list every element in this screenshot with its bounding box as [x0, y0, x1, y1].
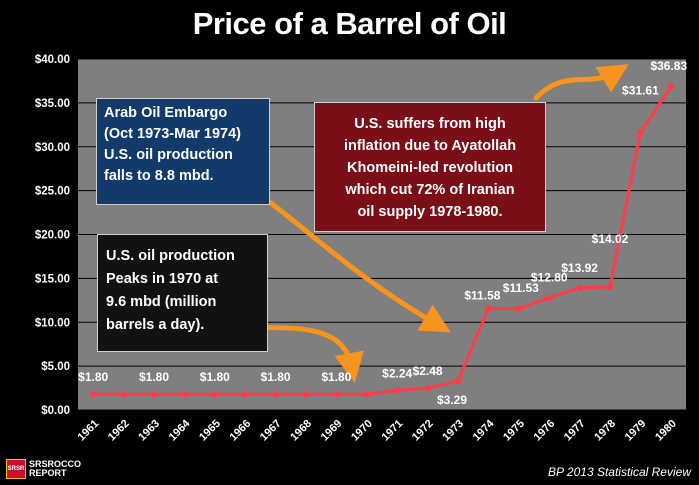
data-label: $1.80	[200, 370, 230, 384]
x-tick-label: 1965	[197, 418, 223, 444]
data-label: $2.24	[382, 366, 412, 380]
data-points	[90, 83, 674, 398]
x-tick-label: 1980	[653, 418, 679, 444]
y-tick-label: $25.00	[35, 186, 70, 198]
data-point	[606, 283, 614, 291]
y-tick-label: $0.00	[41, 405, 70, 417]
data-point	[333, 391, 340, 398]
data-label: $11.53	[503, 281, 539, 295]
data-label: $1.80	[261, 370, 291, 384]
data-point	[576, 284, 583, 292]
data-point	[272, 391, 279, 398]
data-label: $1.80	[321, 370, 351, 384]
x-tick-label: 1978	[592, 418, 618, 444]
y-tick-label: $5.00	[41, 361, 70, 373]
data-labels: $1.80 $1.80 $1.80 $1.80 $1.80 $2.24 $2.48 $3.29…	[78, 59, 687, 407]
data-point	[546, 294, 553, 301]
data-point	[302, 391, 310, 398]
data-point	[120, 391, 127, 398]
x-tick-label: 1971	[380, 418, 406, 444]
iran-note-line: inflation due to Ayatollah	[343, 138, 517, 154]
x-axis: 1961 1962 1963 1964 1965 1966 1967 1968 1969 1970…	[76, 409, 686, 444]
data-label: $14.02	[592, 232, 629, 246]
logo-text: SRSrocco REPORT	[29, 460, 81, 478]
data-point	[150, 391, 158, 398]
data-point	[90, 391, 97, 398]
logo-line-2: REPORT	[29, 468, 67, 478]
embargo-note-line: Arab Oil Embargo	[104, 105, 228, 121]
annotation-arrows	[247, 64, 629, 383]
x-tick-label: 1977	[562, 418, 588, 444]
y-tick-label: $35.00	[35, 98, 70, 110]
data-point	[211, 391, 218, 398]
y-tick-label: $40.00	[35, 54, 70, 66]
data-label: $36.83	[650, 59, 687, 73]
data-point	[363, 391, 370, 398]
embargo-note-line: U.S. oil production	[104, 147, 233, 163]
data-label: $13.92	[561, 261, 598, 275]
y-tick-label: $30.00	[35, 142, 70, 154]
embargo-arrow	[255, 190, 451, 333]
data-point	[242, 391, 249, 398]
data-point	[424, 385, 431, 392]
x-tick-label: 1973	[440, 418, 466, 444]
x-tick-label: 1964	[167, 417, 193, 443]
data-point	[485, 305, 492, 312]
data-point	[667, 83, 674, 91]
peak-arrow	[247, 325, 365, 383]
y-tick-label: $15.00	[35, 273, 70, 285]
y-tick-label: $20.00	[35, 230, 70, 242]
logo-line-1: SRSrocco	[29, 459, 82, 469]
data-label: $1.80	[78, 370, 108, 384]
peak-note-line: 9.6 mbd (million	[106, 294, 217, 310]
x-tick-label: 1966	[228, 418, 254, 444]
data-label: $12.80	[531, 271, 568, 285]
x-tick-label: 1979	[623, 418, 649, 444]
x-tick-label: 1961	[76, 418, 102, 444]
iran-note: U.S. suffers from high inflation due to …	[314, 102, 546, 232]
x-tick-label: 1970	[349, 418, 375, 444]
logo-badge: SRSR	[6, 459, 26, 479]
price-line	[93, 85, 673, 396]
x-tick-label: 1969	[319, 418, 345, 444]
data-point	[394, 387, 401, 394]
embargo-note-line: falls to 8.8 mbd.	[104, 168, 214, 184]
peak-note-line: U.S. oil production	[106, 248, 235, 264]
x-tick-label: 1974	[471, 417, 497, 443]
x-tick-label: 1963	[136, 418, 162, 444]
embargo-note: Arab Oil Embargo (Oct 1973-Mar 1974) U.S…	[96, 98, 270, 205]
data-point	[515, 305, 522, 313]
data-label: $3.29	[437, 393, 467, 407]
peak-note-line: Peaks in 1970 at	[106, 271, 219, 287]
x-tick-label: 1975	[501, 418, 527, 444]
peak-note-line: barrels a day).	[106, 317, 205, 333]
iran-note-line: which cut 72% of Iranian	[345, 182, 515, 198]
iran-note-line: oil supply 1978-1980.	[357, 204, 503, 220]
iran-note-line: Khomeini-led revolution	[347, 160, 513, 176]
x-tick-label: 1962	[106, 418, 132, 444]
chart-title: Price of a Barrel of Oil	[192, 6, 507, 41]
x-tick-label: 1976	[532, 418, 558, 444]
iran-note-line: U.S. suffers from high	[354, 116, 506, 132]
data-label: $31.61	[622, 84, 659, 98]
data-point	[454, 377, 462, 385]
embargo-note-line: (Oct 1973-Mar 1974)	[104, 126, 242, 142]
srsrocco-logo: SRSR SRSrocco REPORT	[6, 458, 86, 480]
x-tick-label: 1972	[410, 418, 436, 444]
y-axis: $0.00 $5.00 $10.00 $15.00 $20.00 $25.00 $30.00…	[35, 54, 70, 417]
data-point	[181, 391, 188, 398]
iran-arrow	[533, 64, 629, 101]
peak-note: U.S. oil production Peaks in 1970 at 9.6…	[97, 234, 268, 352]
data-label: $1.80	[139, 370, 169, 384]
data-point	[637, 129, 644, 136]
data-label: $11.58	[464, 288, 500, 302]
x-tick-label: 1968	[288, 418, 314, 444]
y-tick-label: $10.00	[35, 317, 70, 329]
source-note: BP 2013 Statistical Review	[548, 465, 691, 479]
data-label: $2.48	[413, 364, 443, 378]
x-tick-label: 1967	[258, 418, 284, 444]
